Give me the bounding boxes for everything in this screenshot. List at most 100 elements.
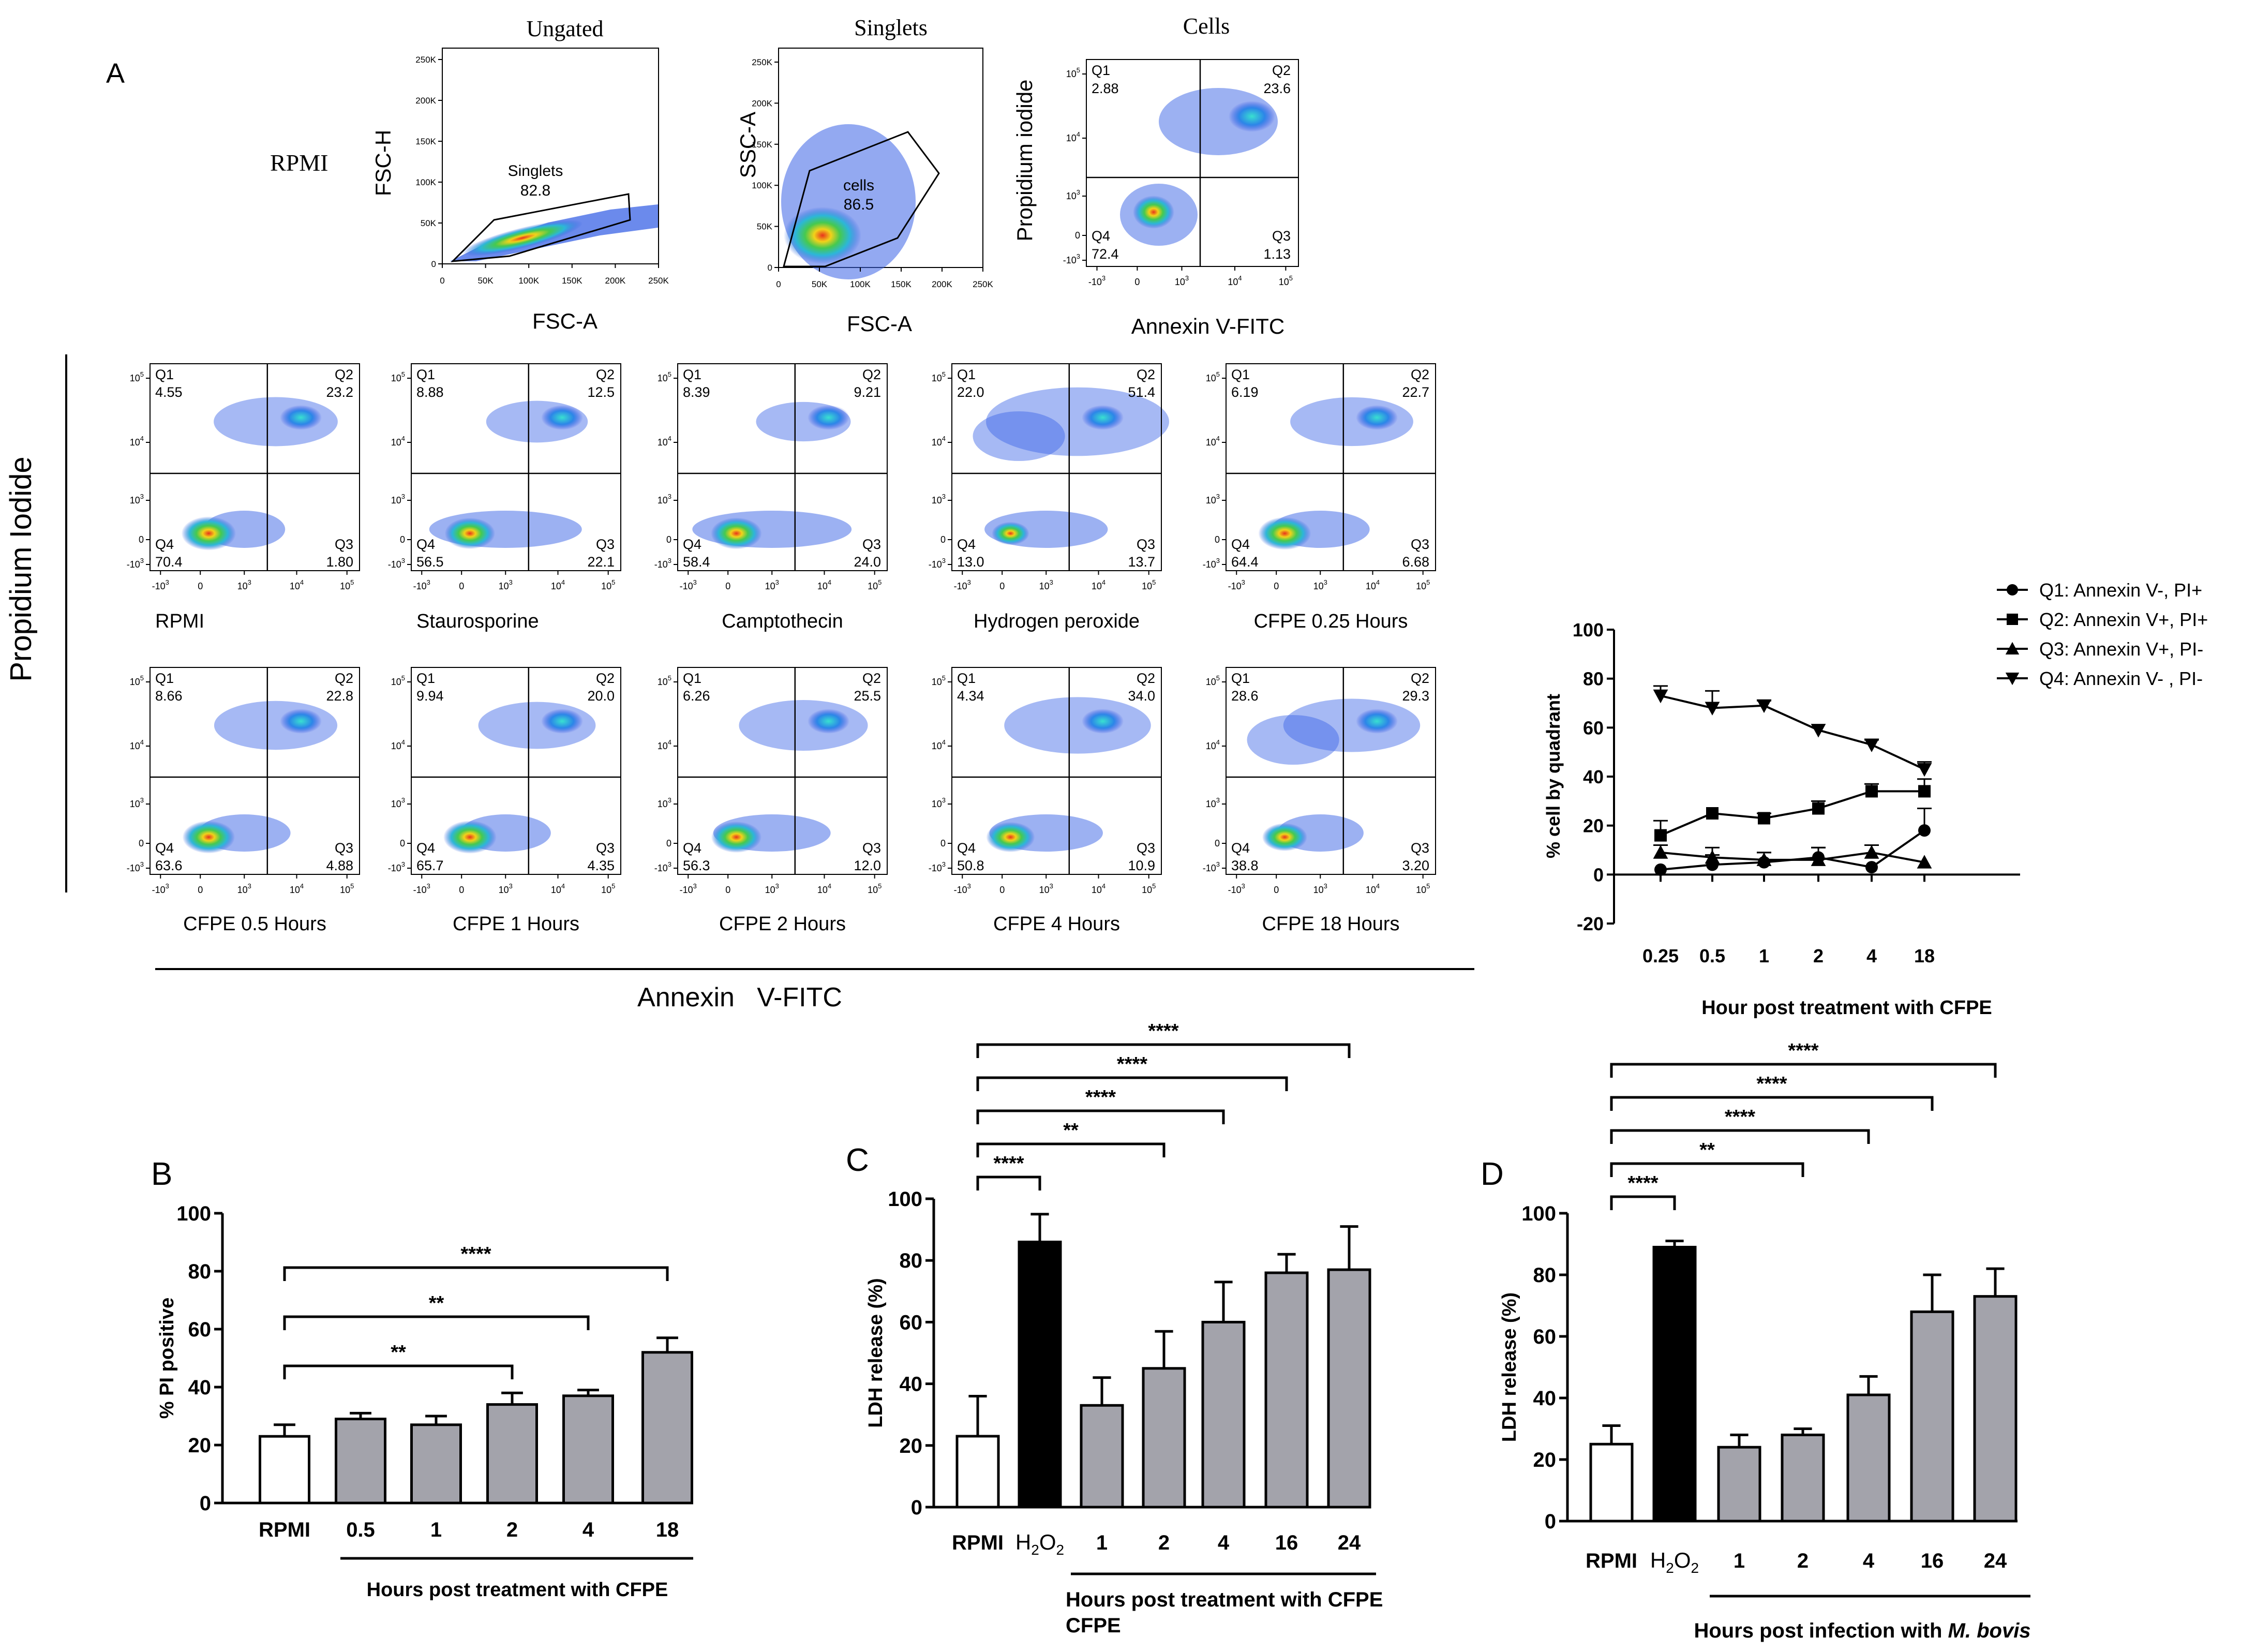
cells-q4-value: 72.4 xyxy=(1092,246,1119,262)
q3-label: Q3 xyxy=(1137,840,1155,856)
y-tick-label: 0 xyxy=(200,1492,211,1515)
grid-ytick-label: 104 xyxy=(391,738,405,751)
density-upper-core xyxy=(808,405,850,430)
y-tick-label: 60 xyxy=(1583,717,1604,738)
cells-xtick-label: 105 xyxy=(1279,274,1293,287)
singlets-gate-name: cells xyxy=(843,177,874,194)
significance-bracket xyxy=(976,1175,1041,1190)
significance-bracket xyxy=(283,1315,590,1330)
q3-label: Q3 xyxy=(596,537,615,552)
grid-xtick-label: -103 xyxy=(954,882,971,895)
grid-ytick-label: 103 xyxy=(658,796,671,809)
grid-ytick-label: -103 xyxy=(388,557,405,570)
q3-value: 3.20 xyxy=(1402,858,1429,873)
x-axis-label: Hour post treatment with CFPE xyxy=(1701,997,1992,1019)
q4-label: Q4 xyxy=(957,840,976,856)
significance-bracket xyxy=(283,1364,514,1379)
grid-xtick-label: 105 xyxy=(1142,882,1156,895)
xticks: -103 0 103 104 105 xyxy=(1228,571,1430,591)
density-upper-core xyxy=(1356,709,1398,734)
cells-q1: Q1 xyxy=(1092,63,1110,78)
singlets-ytick-label: 150K xyxy=(752,140,772,150)
plot-frame xyxy=(150,667,360,875)
yticks: -103 0 103 104 105 xyxy=(929,674,952,873)
grid-ytick-label: 0 xyxy=(139,534,144,545)
cells-yticks: -103 0 103 104 105 xyxy=(1063,66,1086,265)
plot-frame xyxy=(1226,667,1436,875)
grid-xtick-label: -103 xyxy=(680,882,697,895)
yticks: -103 0 103 104 105 xyxy=(1203,674,1226,873)
singlets-ytick-label: 100K xyxy=(752,181,772,190)
y-tick-label: 80 xyxy=(900,1249,923,1272)
q4-value: 70.4 xyxy=(155,554,183,570)
q1-value: 8.39 xyxy=(683,384,710,400)
grid-ytick-label: -103 xyxy=(654,860,671,873)
grid-xtick-label: 0 xyxy=(459,581,464,591)
bar xyxy=(1846,1393,1891,1523)
plot-frame xyxy=(951,667,1162,875)
legend-label: Q3: Annexin V+, PI- xyxy=(2039,638,2203,660)
y-axis-label: % PI positive xyxy=(156,1298,178,1419)
grid-ytick-label: 105 xyxy=(130,674,144,687)
grid-ytick-label: 0 xyxy=(666,534,671,545)
gating-title-ungated: Ungated xyxy=(526,16,603,41)
y-tick-label: 100 xyxy=(176,1202,211,1225)
grid-xtick-label: 105 xyxy=(1416,882,1430,895)
q4-value: 64.4 xyxy=(1231,554,1259,570)
density-upper-core xyxy=(541,405,584,430)
grid-xtick-label: 0 xyxy=(725,885,730,895)
q4-label: Q4 xyxy=(155,840,174,856)
cells-q2: Q2 xyxy=(1272,63,1291,78)
grid-ytick-label: 105 xyxy=(658,370,671,383)
grid-xtick-label: 103 xyxy=(1039,882,1053,895)
grid-ytick-label: 0 xyxy=(1215,838,1220,849)
q3-value: 24.0 xyxy=(854,554,881,570)
significance-label: **** xyxy=(460,1243,491,1265)
q1-value: 4.55 xyxy=(155,384,183,400)
q2-label: Q2 xyxy=(1137,367,1155,382)
series-line xyxy=(1660,790,1924,837)
ungated-ytick-label: 100K xyxy=(415,177,436,187)
cells-lower-core xyxy=(1133,196,1174,229)
xticks: -103 0 103 104 105 xyxy=(152,874,354,895)
q2-label: Q2 xyxy=(335,367,353,382)
marker-triangle-down xyxy=(1756,699,1772,713)
panel-label-c: C xyxy=(846,1142,869,1178)
grid-xtick-label: -103 xyxy=(680,578,697,591)
y-tick-label: 0 xyxy=(911,1496,922,1519)
x-axis-label: Hours post infection with M. bovis xyxy=(1694,1619,2030,1642)
condition-label: Camptothecin xyxy=(722,611,843,632)
q2-value: 34.0 xyxy=(1128,688,1155,704)
cells-plot: Q1 2.88 Q2 23.6 Q4 72.4 Q3 1.13 Annexin … xyxy=(1012,59,1299,338)
q1-label: Q1 xyxy=(416,671,435,686)
q4-value: 63.6 xyxy=(155,858,183,873)
x-tick-label: 0.5 xyxy=(1699,945,1725,966)
cells-ylabel: Propidium iodide xyxy=(1012,80,1037,242)
grid-xtick-label: 104 xyxy=(1092,578,1105,591)
marker-circle xyxy=(1654,863,1667,876)
q3-value: 12.0 xyxy=(854,858,881,873)
y-tick-label: 40 xyxy=(1533,1387,1557,1410)
ungated-ytick-label: 50K xyxy=(421,218,437,228)
marker-triangle-down xyxy=(1811,724,1826,738)
grid-xtick-label: -103 xyxy=(152,882,169,895)
series-4: Q4: Annexin V- , PI- xyxy=(1653,668,2203,777)
marker-triangle-up xyxy=(1705,850,1720,864)
y-tick-label: 40 xyxy=(1583,766,1604,787)
bar xyxy=(259,1435,310,1505)
marker-square xyxy=(1758,812,1770,825)
condition-label: CFPE 0.25 Hours xyxy=(1254,611,1408,632)
y-axis-label: LDH release (%) xyxy=(865,1278,887,1427)
xticks: -103 0 103 104 105 xyxy=(680,571,882,591)
singlets-plot: cells 86.5 FSC-A SSC-A 0 50K 100K 150K 200K 2… xyxy=(736,48,994,336)
q2-value: 22.8 xyxy=(326,688,353,704)
x-tick-label: 16 xyxy=(1275,1531,1298,1554)
marker-square xyxy=(1865,785,1878,798)
grid-ytick-label: 105 xyxy=(932,370,946,383)
cells-gate xyxy=(783,131,940,267)
grid-ytick-label: 103 xyxy=(391,796,405,809)
grid-ytick-label: -103 xyxy=(1203,860,1220,873)
bar xyxy=(1018,1240,1062,1509)
grid-xtick-label: 105 xyxy=(601,578,615,591)
